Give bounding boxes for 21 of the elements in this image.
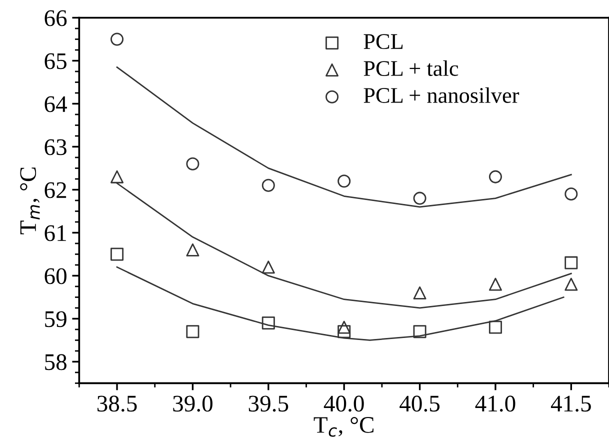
x-axis-title: T$_{c}$, °C [314,416,374,437]
legend-label: PCL [364,34,403,50]
y-tick-label: 64 [44,96,67,112]
y-tick-label: 63 [44,139,66,156]
x-tick-label: 40.5 [400,396,440,412]
x-tick-label: 39.5 [248,396,288,412]
x-tick-label: 39.0 [173,396,212,412]
x-tick-label: 41.0 [475,396,516,412]
x-tick-label: 38.5 [97,396,137,412]
y-tick-label: 60 [44,268,66,284]
y-tick-label: 65 [44,53,66,70]
y-tick-label: 61 [44,225,66,242]
y-tick-label: 62 [44,182,66,198]
y-tick-label: 59 [45,311,66,328]
legend-label: PCL + nanosilver [364,87,520,103]
y-tick-label: 66 [44,10,67,26]
y-axis-title: T$_{m}$, °C [20,168,40,234]
x-tick-label: 41.5 [550,396,591,412]
legend-label: PCL + talc [364,60,458,76]
x-tick-label: 40.0 [324,396,364,412]
y-tick-label: 58 [45,354,66,370]
